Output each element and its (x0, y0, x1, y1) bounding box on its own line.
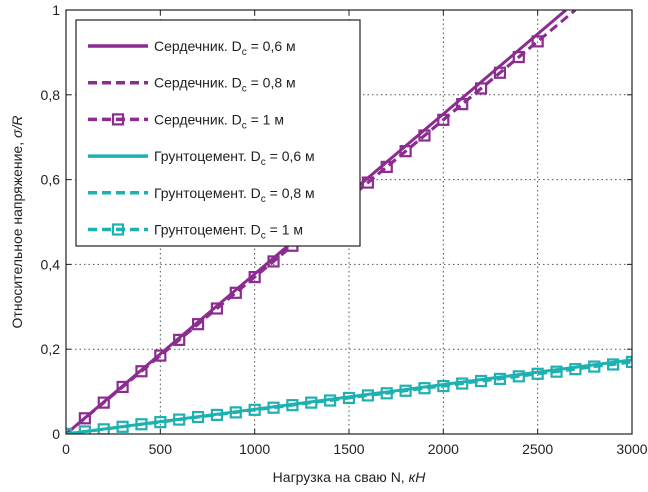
data-point (248, 403, 261, 416)
x-tick-label: 2000 (428, 441, 459, 457)
series-line (66, 40, 539, 434)
data-point (135, 365, 148, 378)
data-point (380, 160, 393, 173)
data-point (78, 412, 91, 425)
data-point (550, 365, 563, 378)
data-point (191, 410, 205, 424)
data-point (607, 358, 620, 371)
x-tick-label: 0 (62, 441, 70, 457)
data-point (399, 145, 412, 158)
data-point (116, 420, 129, 433)
data-point (154, 416, 167, 429)
data-point (116, 380, 129, 394)
data-point (305, 396, 318, 409)
legend-item: Сердечник. Dc = 1 м (88, 111, 284, 131)
legend-label: Грунтоцемент. Dc = 0,6 м (154, 148, 315, 168)
data-point (474, 82, 488, 95)
data-point (173, 333, 186, 346)
legend-marker (111, 113, 125, 126)
y-tick-label: 0,2 (41, 341, 61, 357)
y-tick-label: 0,8 (41, 87, 61, 103)
x-tick-label: 3000 (616, 441, 647, 457)
data-point (418, 382, 431, 395)
legend-label: Сердечник. Dc = 1 м (154, 111, 284, 131)
data-point (569, 363, 582, 376)
data-point (154, 349, 167, 362)
x-axis-title: Нагрузка на сваю N, кН (273, 469, 427, 485)
data-point (437, 379, 450, 393)
legend-label: Грунтоцемент. Dc = 1 м (154, 222, 303, 242)
legend-item: Грунтоцемент. Dc = 0,6 м (88, 148, 315, 168)
y-tick-label: 0 (52, 426, 60, 442)
legend-item: Грунтоцемент. Dc = 0,8 м (88, 185, 315, 205)
data-point (399, 384, 412, 397)
data-point (456, 98, 469, 111)
data-point (493, 372, 507, 385)
data-point (588, 360, 601, 373)
data-point (229, 286, 242, 299)
data-point (97, 423, 110, 434)
legend-item: Сердечник. Dc = 0,8 м (88, 75, 296, 95)
data-point (531, 367, 544, 380)
data-point (267, 255, 280, 268)
data-point (342, 391, 356, 405)
x-tick-label: 2500 (522, 441, 553, 457)
data-point (135, 418, 148, 431)
data-point (418, 129, 431, 142)
legend-box (75, 19, 361, 247)
data-point (437, 113, 450, 126)
series-5 (66, 355, 632, 434)
data-point (474, 374, 488, 388)
legend-label: Грунтоцемент. Dc = 0,8 м (154, 185, 315, 205)
y-tick-label: 0,6 (41, 172, 61, 188)
ticks: 0 500 1000 1500 2000 2500 3000 0 0,2 0,4 0,6 0,8 1 (41, 2, 648, 457)
data-point (361, 176, 374, 189)
data-point (512, 370, 525, 383)
legend-item: Грунтоцемент. Dc = 1 м (88, 222, 303, 242)
y-tick-label: 1 (52, 2, 60, 18)
x-tick-label: 500 (149, 441, 173, 457)
y-axis-title: Относительное напряжение, σ/R (9, 116, 25, 329)
legend-item: Сердечник. Dc = 0,6 м (88, 38, 296, 58)
data-point (493, 66, 507, 79)
data-point (456, 377, 469, 390)
data-point (78, 425, 91, 434)
data-point (248, 271, 261, 284)
data-point (324, 394, 337, 407)
data-point (286, 399, 299, 412)
y-tick-label: 0,4 (41, 256, 61, 272)
data-point (361, 389, 374, 402)
legend: Сердечник. Dc = 0,6 м Сердечник. Dc = 0,8… (75, 19, 361, 247)
legend-label: Сердечник. Dc = 0,6 м (154, 38, 296, 58)
data-point (191, 318, 205, 331)
data-point (380, 387, 393, 400)
data-point (512, 50, 525, 64)
data-point (625, 355, 632, 369)
series-line (66, 360, 632, 434)
legend-label: Сердечник. Dc = 0,8 м (154, 75, 296, 95)
data-point (531, 35, 544, 48)
data-point (173, 413, 186, 426)
data-point (97, 396, 110, 409)
data-point (229, 406, 242, 419)
data-point (210, 302, 224, 315)
x-tick-label: 1500 (333, 441, 364, 457)
data-point (267, 401, 280, 414)
legend-marker (111, 223, 125, 236)
data-point (210, 408, 224, 422)
x-tick-label: 1000 (239, 441, 270, 457)
